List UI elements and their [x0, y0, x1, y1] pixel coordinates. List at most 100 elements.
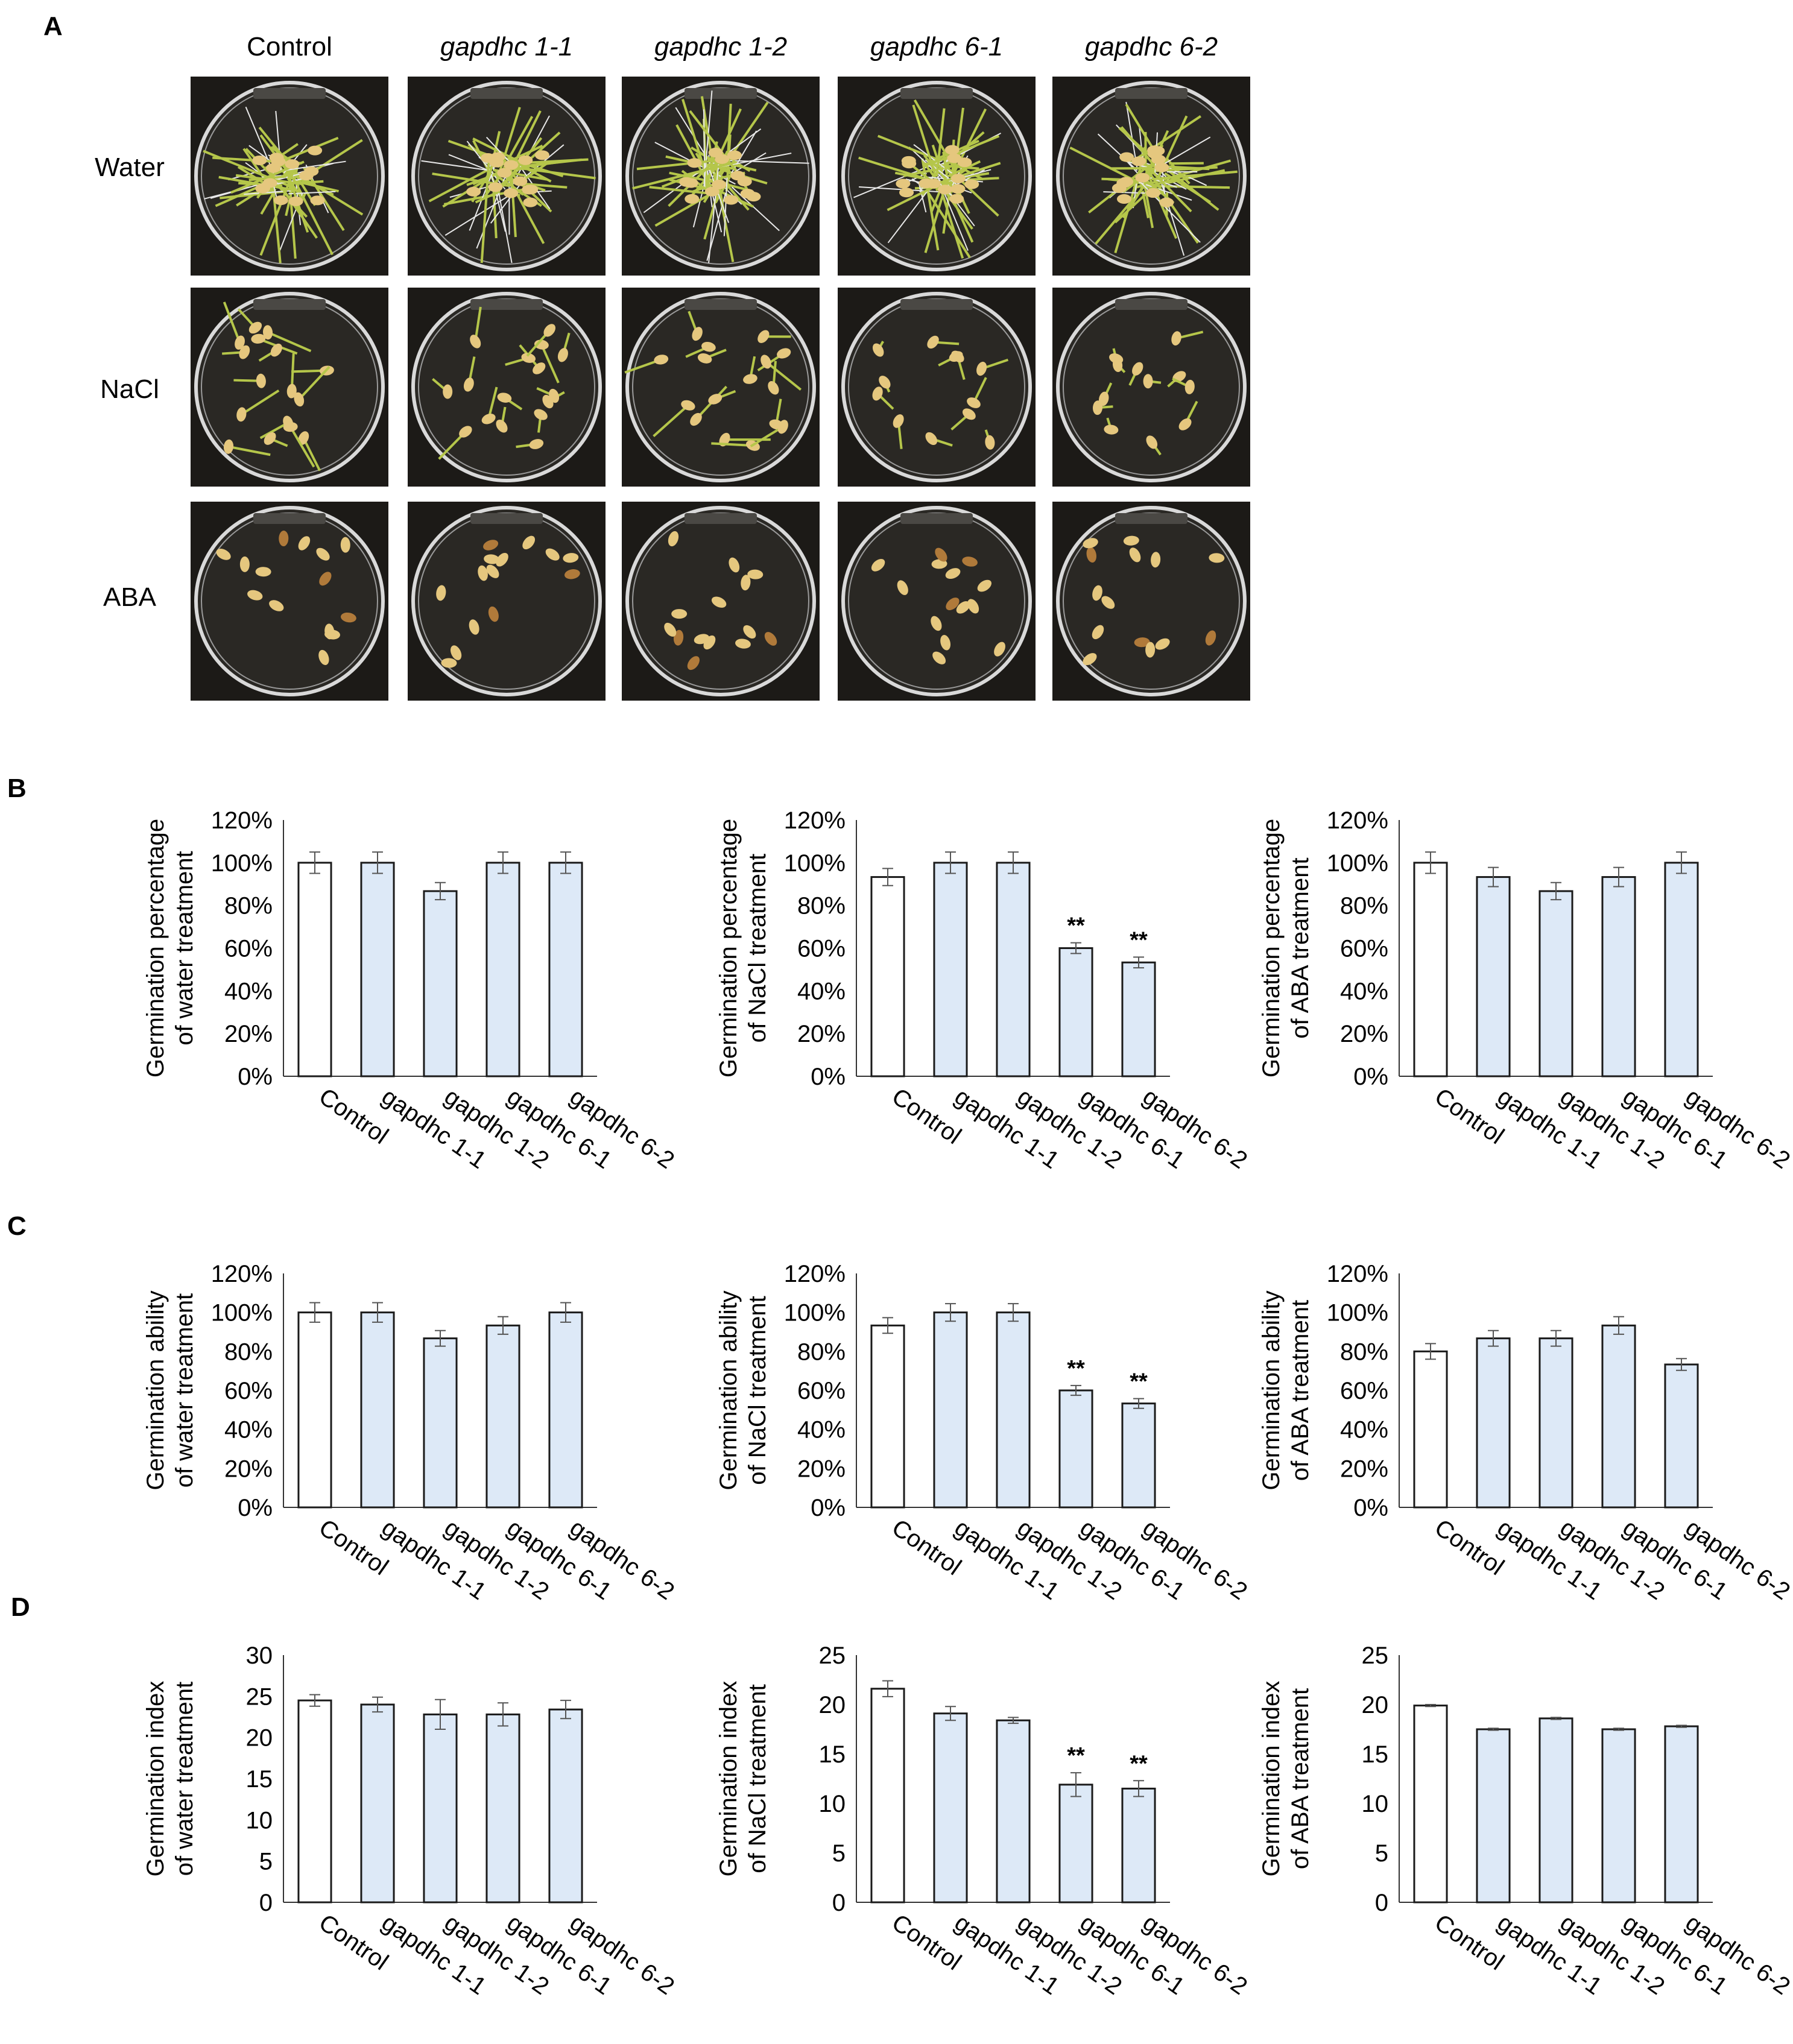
y-tick-label: 0% [238, 1064, 273, 1090]
y-axis-title: of ABA treatment [1287, 1688, 1314, 1869]
panel-letter-d: D [11, 1592, 30, 1622]
y-axis-title: Germination percentage [142, 819, 169, 1077]
y-tick-label: 80% [797, 893, 846, 919]
error-bar [1133, 1398, 1144, 1409]
significance-marker: ** [1067, 913, 1085, 939]
y-tick-label: 120% [784, 1261, 846, 1287]
error-bar [1008, 851, 1019, 874]
bar [297, 862, 332, 1077]
bar [423, 1337, 458, 1509]
significance-marker: ** [1130, 927, 1148, 953]
error-bar [1133, 956, 1144, 969]
y-axis-title: of water treatment [171, 1682, 198, 1876]
bar [548, 862, 583, 1077]
y-tick-label: 5 [259, 1849, 273, 1875]
y-tick-label: 60% [797, 1378, 846, 1404]
bar [1601, 876, 1636, 1077]
bar [297, 1699, 332, 1904]
error-bar [372, 1302, 383, 1323]
bar [933, 1311, 968, 1509]
y-tick-label: 0% [811, 1064, 846, 1090]
germination-charts: 0%20%40%60%80%100%120%Germination percen… [142, 807, 1793, 2000]
error-bar [1488, 866, 1499, 888]
y-tick-label: 40% [224, 1417, 273, 1443]
error-bar [1551, 1330, 1561, 1347]
bar [548, 1311, 583, 1509]
bar [360, 862, 395, 1077]
y-tick-label: 40% [797, 978, 846, 1005]
error-bar [882, 1680, 893, 1697]
bar [933, 1712, 968, 1904]
error-bar [1425, 851, 1436, 874]
y-tick-label: 15 [1362, 1741, 1389, 1768]
petri-dish-photo [622, 502, 820, 701]
y-tick-label: 20% [224, 1021, 273, 1047]
petri-dish-photo [191, 77, 388, 276]
error-bar [309, 1302, 320, 1323]
bar [360, 1703, 395, 1904]
y-tick-label: 10 [246, 1807, 273, 1834]
y-axis-title: Germination ability [1258, 1290, 1285, 1490]
y-tick-label: 120% [211, 807, 273, 834]
bar [297, 1311, 332, 1509]
error-bar [1008, 1303, 1019, 1322]
error-bar [1425, 1343, 1436, 1360]
error-bar [372, 851, 383, 874]
petri-dish-photo [838, 288, 1036, 487]
y-tick-label: 100% [211, 1300, 273, 1326]
y-axis-title: of ABA treatment [1287, 1300, 1314, 1481]
bar [1058, 1389, 1093, 1509]
photo-row-label: Water [95, 153, 165, 182]
y-axis-title: Germination percentage [715, 819, 742, 1077]
photo-row-label: ABA [103, 582, 157, 612]
error-bar [435, 1699, 446, 1730]
error-bar [1676, 851, 1687, 874]
y-tick-label: 0% [238, 1495, 273, 1521]
panel-letter-c: C [7, 1211, 27, 1241]
error-bar [945, 1303, 956, 1322]
y-tick-label: 100% [211, 850, 273, 877]
y-tick-label: 10 [819, 1791, 846, 1817]
error-bar [945, 851, 956, 874]
bar [1538, 1337, 1573, 1509]
y-tick-label: 10 [1362, 1791, 1389, 1817]
y-tick-label: 30 [246, 1642, 273, 1669]
y-tick-label: 120% [1327, 1261, 1388, 1287]
error-bar [309, 851, 320, 874]
significance-marker: ** [1067, 1356, 1085, 1381]
bar [1664, 862, 1699, 1077]
y-tick-label: 0% [1353, 1495, 1388, 1521]
error-bar [1676, 1724, 1687, 1728]
y-tick-label: 60% [1340, 1378, 1388, 1404]
error-bar [1676, 1358, 1687, 1371]
bar [933, 862, 968, 1077]
y-tick-label: 20 [246, 1725, 273, 1752]
photo-column-label: gapdhc 1-1 [440, 32, 573, 62]
error-bar [560, 1302, 571, 1323]
photo-column-label: gapdhc 6-1 [870, 32, 1003, 62]
error-bar [1551, 1717, 1561, 1720]
error-bar [498, 1702, 508, 1727]
bar [485, 1324, 520, 1509]
error-bar [1070, 1772, 1081, 1797]
significance-marker: ** [1067, 1743, 1085, 1768]
y-tick-label: 60% [224, 936, 273, 962]
error-bar [1613, 1727, 1624, 1731]
bar [423, 1713, 458, 1904]
y-tick-label: 80% [224, 893, 273, 919]
error-bar [1551, 882, 1561, 901]
error-bar [1070, 1384, 1081, 1396]
bar [870, 1324, 905, 1509]
error-bar [372, 1696, 383, 1713]
error-bar [435, 882, 446, 901]
bar [870, 1688, 905, 1904]
bar [1476, 876, 1511, 1077]
y-axis-title: Germination index [715, 1681, 742, 1877]
y-tick-label: 80% [1340, 893, 1388, 919]
bar [360, 1311, 395, 1509]
bar-chart: 0 5 10 15 20 25 Germination index of NaCl treat… [715, 1642, 1252, 2000]
petri-dish-photo [622, 288, 820, 487]
bar [1121, 961, 1156, 1077]
y-tick-label: 100% [784, 1300, 846, 1326]
y-tick-label: 60% [1340, 936, 1388, 962]
